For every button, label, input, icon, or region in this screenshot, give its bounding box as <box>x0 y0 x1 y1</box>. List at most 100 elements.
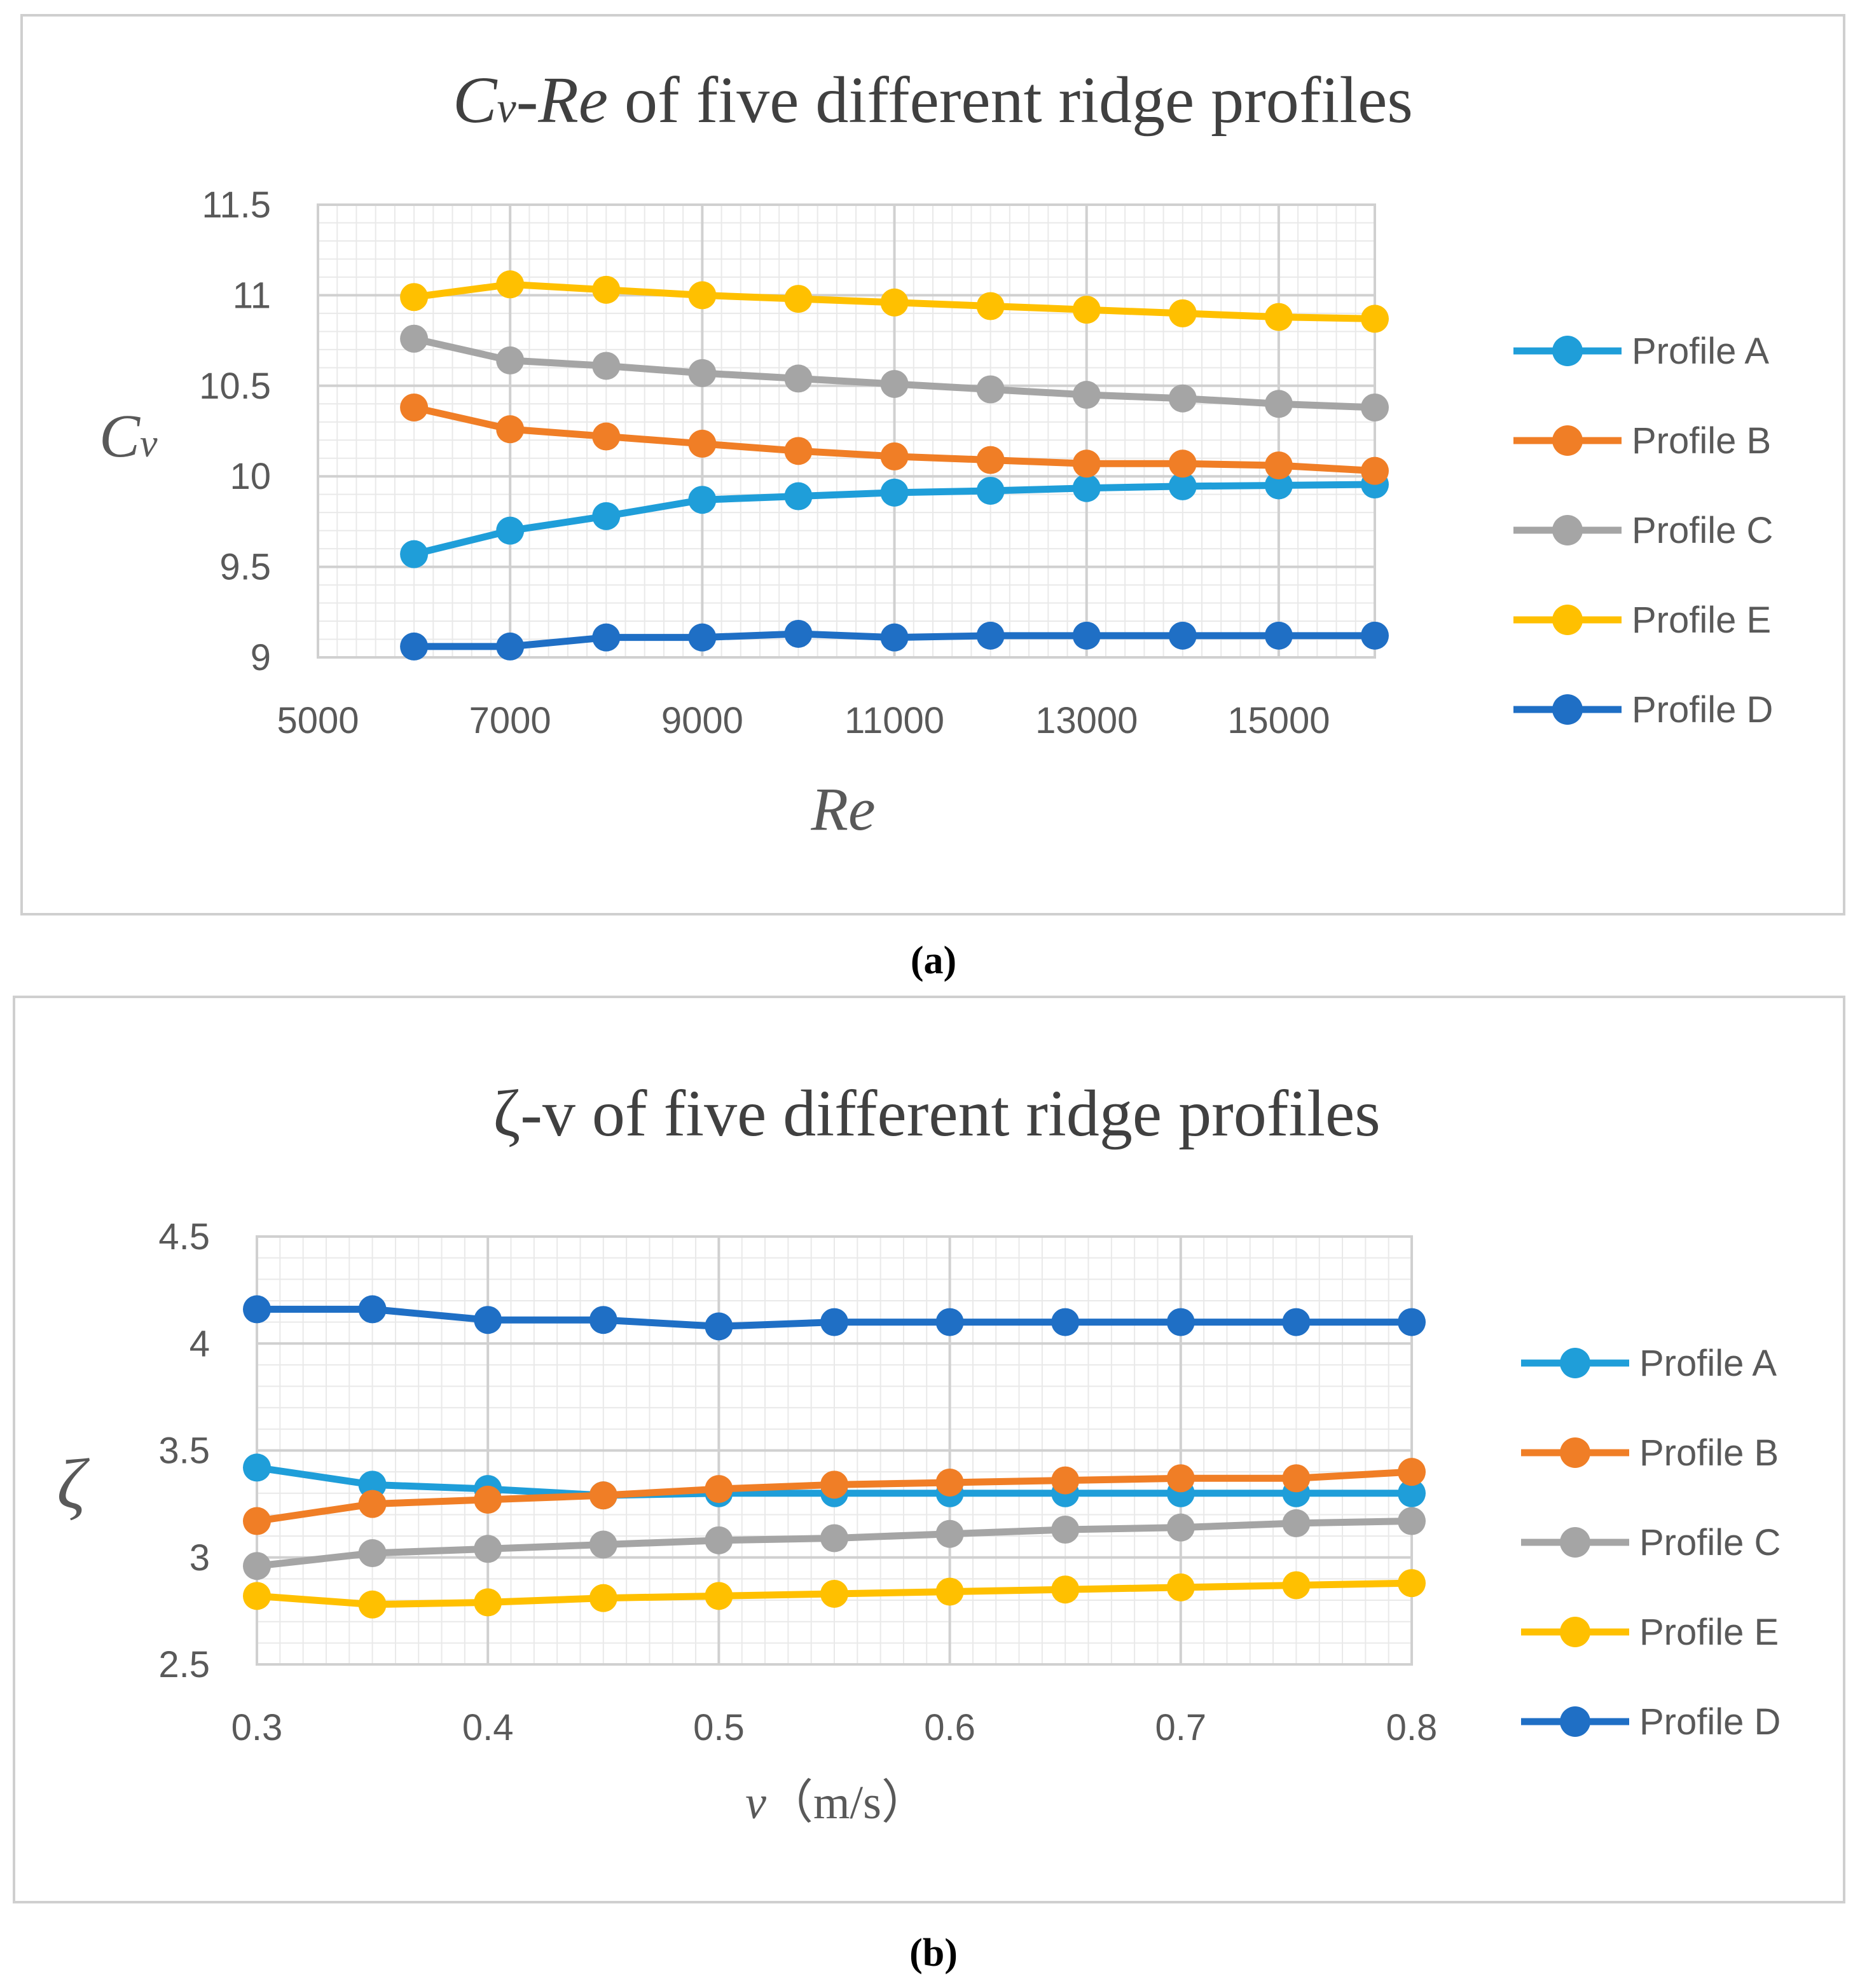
legend-swatch-marker <box>1552 605 1583 635</box>
y-tick-label: 11 <box>233 275 271 316</box>
legend-swatch-marker <box>1560 1527 1590 1558</box>
data-point-profile-d <box>976 621 1005 650</box>
data-point-profile-c <box>1166 1513 1195 1542</box>
data-point-profile-a <box>358 1470 387 1499</box>
data-point-profile-b <box>1398 1458 1426 1486</box>
legend-label: Profile D <box>1639 1701 1781 1743</box>
data-point-profile-a <box>1398 1479 1426 1507</box>
chart-a-legend: Profile A Profile B Profile C Profile E Prof… <box>1513 331 1773 730</box>
y-tick-label: 10 <box>230 456 271 497</box>
legend-item-profile-a: Profile A <box>1513 331 1769 372</box>
legend-label: Profile E <box>1639 1612 1779 1653</box>
data-point-profile-a <box>784 482 813 511</box>
legend-swatch-marker <box>1552 336 1583 366</box>
y-tick-label: 9.5 <box>219 547 271 588</box>
data-point-profile-c <box>589 1530 617 1559</box>
series-profile-a <box>400 470 1389 568</box>
data-point-profile-b <box>400 393 429 422</box>
data-point-profile-d <box>1166 1308 1195 1336</box>
data-point-profile-e <box>1361 305 1389 333</box>
data-point-profile-a <box>688 486 717 514</box>
data-point-profile-c <box>1361 393 1389 422</box>
chart-a-gridlines <box>317 203 1376 659</box>
legend-item-profile-d: Profile D <box>1513 689 1773 730</box>
data-point-profile-b <box>243 1507 271 1535</box>
data-point-profile-b <box>935 1468 964 1497</box>
data-point-profile-b <box>1282 1464 1311 1493</box>
data-point-profile-e <box>1166 1573 1195 1601</box>
chart-b-legend: Profile A Profile B Profile C Profile E Prof… <box>1521 1343 1781 1743</box>
chart-a-series <box>400 270 1389 661</box>
data-point-profile-d <box>1282 1308 1311 1336</box>
data-point-profile-a <box>592 502 621 530</box>
legend-swatch-marker <box>1560 1437 1590 1468</box>
chart-b-x-ticks: 0.3 0.4 0.5 0.6 0.7 0.8 <box>231 1707 1438 1748</box>
data-point-profile-b <box>976 446 1005 474</box>
legend-label: Profile B <box>1632 420 1771 462</box>
y-tick-label: 3 <box>189 1537 210 1579</box>
data-point-profile-d <box>1168 621 1197 650</box>
data-point-profile-c <box>1168 384 1197 413</box>
series-profile-b <box>400 393 1389 485</box>
legend-label: Profile B <box>1639 1432 1779 1474</box>
data-point-profile-c <box>1264 390 1293 418</box>
data-point-profile-a <box>400 540 429 568</box>
legend-swatch-marker <box>1552 694 1583 725</box>
caption-a: (a) <box>911 939 956 982</box>
data-point-profile-c <box>705 1526 733 1554</box>
data-point-profile-c <box>592 352 621 380</box>
series-profile-e <box>243 1569 1426 1619</box>
y-tick-label: 9 <box>251 637 271 678</box>
data-point-profile-e <box>935 1577 964 1606</box>
chart-b-y-ticks: 2.5 3 3.5 4 4.5 <box>158 1216 210 1685</box>
data-point-profile-c <box>496 346 525 374</box>
legend-item-profile-e: Profile E <box>1521 1612 1779 1653</box>
chart-a-x-ticks: 5000 7000 9000 11000 13000 15000 <box>277 700 1330 741</box>
data-point-profile-b <box>820 1470 848 1499</box>
data-point-profile-d <box>1398 1308 1426 1336</box>
data-point-profile-b <box>880 442 909 470</box>
data-point-profile-b <box>1166 1464 1195 1493</box>
y-tick-label: 11.5 <box>202 184 271 226</box>
data-point-profile-a <box>1168 472 1197 500</box>
legend-label: Profile C <box>1632 510 1773 551</box>
data-point-profile-e <box>592 275 621 304</box>
data-point-profile-b <box>592 422 621 451</box>
data-point-profile-b <box>474 1485 502 1514</box>
y-tick-label: 4 <box>189 1323 210 1364</box>
legend-item-profile-d: Profile D <box>1521 1701 1781 1743</box>
legend-swatch-marker <box>1552 425 1583 456</box>
x-tick-label: 7000 <box>469 700 551 741</box>
x-tick-label: 0.8 <box>1386 1707 1438 1748</box>
chart-a-y-ticks: 9 9.5 10 10.5 11 11.5 <box>199 184 271 678</box>
data-point-profile-d <box>880 623 909 652</box>
data-point-profile-c <box>820 1524 848 1553</box>
data-point-profile-c <box>474 1535 502 1563</box>
x-tick-label: 0.4 <box>462 1707 514 1748</box>
data-point-profile-e <box>243 1582 271 1610</box>
data-point-profile-e <box>496 270 525 299</box>
series-profile-c <box>243 1507 1426 1580</box>
data-point-profile-e <box>1051 1575 1080 1604</box>
legend-label: Profile A <box>1639 1343 1777 1384</box>
data-point-profile-c <box>976 375 1005 404</box>
data-point-profile-e <box>688 281 717 310</box>
data-point-profile-c <box>400 324 429 353</box>
data-point-profile-e <box>1264 303 1293 331</box>
data-point-profile-a <box>243 1453 271 1482</box>
data-point-profile-e <box>1072 296 1101 324</box>
data-point-profile-d <box>935 1308 964 1336</box>
data-point-profile-b <box>1168 449 1197 478</box>
chart-b-series <box>243 1295 1426 1619</box>
data-point-profile-b <box>688 429 717 458</box>
legend-item-profile-b: Profile B <box>1513 420 1771 462</box>
data-point-profile-b <box>589 1481 617 1510</box>
data-point-profile-e <box>400 283 429 312</box>
data-point-profile-e <box>474 1588 502 1617</box>
legend-label: Profile D <box>1632 689 1773 730</box>
x-tick-label: 0.6 <box>924 1707 975 1748</box>
series-profile-b <box>243 1458 1426 1535</box>
chart-b-title: ζ-v of five different ridge profiles <box>493 1077 1381 1150</box>
x-tick-label: 15000 <box>1227 700 1330 741</box>
